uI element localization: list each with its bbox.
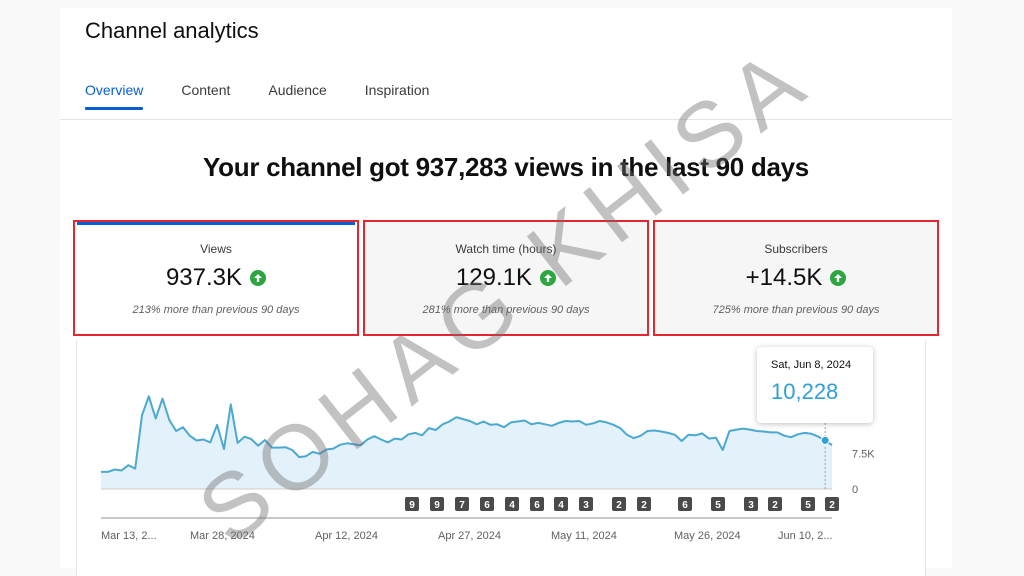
upload-marker [430,497,444,511]
metric-value: 129.1K [455,264,533,291]
metric-card-watch-time[interactable]: Watch time (hours) 129.1K 281% more than… [363,220,649,336]
metric-card-views[interactable]: Views 937.3K 213% more than previous 90 … [73,220,359,336]
upload-marker [455,497,469,511]
x-tick-label: Apr 27, 2024 [438,530,501,542]
chart-tooltip: Sat, Jun 8, 2024 10,228 [757,347,873,423]
tab-bar: Overview Content Audience Inspiration [85,82,467,110]
upload-marker [480,497,494,511]
y-tick-label: 7.5K [852,448,875,460]
x-tick-label: Mar 13, 2... [101,530,157,542]
metric-card-subscribers[interactable]: Subscribers +14.5K 725% more than previo… [653,220,939,336]
selected-indicator [77,222,355,225]
page-title: Channel analytics [85,18,259,43]
upload-marker [711,497,725,511]
x-tick-label: May 26, 2024 [674,530,741,542]
page-header: Channel analytics Overview Content Audie… [60,8,952,120]
upload-marker [678,497,692,511]
trend-up-icon [540,270,557,286]
upload-marker [801,497,815,511]
upload-marker [554,497,568,511]
upload-marker [530,497,544,511]
metric-value: 937.3K [165,264,243,291]
hover-point [820,435,830,445]
upload-marker-label: 2 [829,500,835,511]
upload-marker-label: 5 [805,500,811,511]
upload-marker [744,497,758,511]
metric-value-row: +14.5K [655,264,937,292]
metric-label: Views [200,242,232,256]
trend-up-icon [250,270,267,286]
upload-marker [768,497,782,511]
upload-marker-label: 2 [641,500,647,511]
tab-inspiration[interactable]: Inspiration [364,82,430,98]
x-tick-label: May 11, 2024 [551,530,617,542]
chart-area-fill [101,396,832,489]
upload-marker-label: 5 [715,500,721,511]
upload-marker-label: 6 [484,500,490,511]
y-tick-label: 0 [852,484,858,496]
upload-marker-label: 2 [616,500,622,511]
upload-marker [637,497,651,511]
tooltip-value: 10,228 [771,379,839,404]
metric-comparison: 213% more than previous 90 days [132,304,300,316]
metric-value-row: 129.1K [365,264,647,292]
metric-label: Subscribers [764,242,828,256]
upload-marker-label: 9 [434,500,440,511]
summary-headline: Your channel got 937,283 views in the la… [203,152,809,182]
upload-marker-label: 9 [409,500,415,511]
upload-marker-label: 4 [509,500,515,511]
upload-marker [505,497,519,511]
metric-comparison: 281% more than previous 90 days [422,304,590,316]
x-tick-label: Mar 28, 2024 [190,530,255,542]
upload-marker-label: 6 [534,500,540,511]
upload-marker-label: 3 [583,500,589,511]
tab-audience[interactable]: Audience [268,82,327,98]
upload-marker-label: 2 [772,500,778,511]
upload-marker [612,497,626,511]
tab-overview[interactable]: Overview [85,82,144,110]
metric-label: Watch time (hours) [455,242,557,256]
x-tick-label: Apr 12, 2024 [315,530,378,542]
upload-marker [405,497,419,511]
upload-marker-label: 4 [558,500,564,511]
trend-up-icon [830,270,847,286]
upload-marker-label: 3 [748,500,754,511]
upload-marker [825,497,839,511]
metric-value: +14.5K [745,264,823,291]
tooltip-date: Sat, Jun 8, 2024 [771,359,852,371]
upload-marker-label: 6 [682,500,688,511]
chart-series-line [101,395,833,473]
upload-marker [579,497,593,511]
metric-value-row: 937.3K [75,264,357,292]
x-tick-label: Jun 10, 2... [778,530,832,542]
upload-marker-label: 7 [459,500,465,511]
tab-content[interactable]: Content [181,82,231,98]
metric-comparison: 725% more than previous 90 days [712,304,880,316]
